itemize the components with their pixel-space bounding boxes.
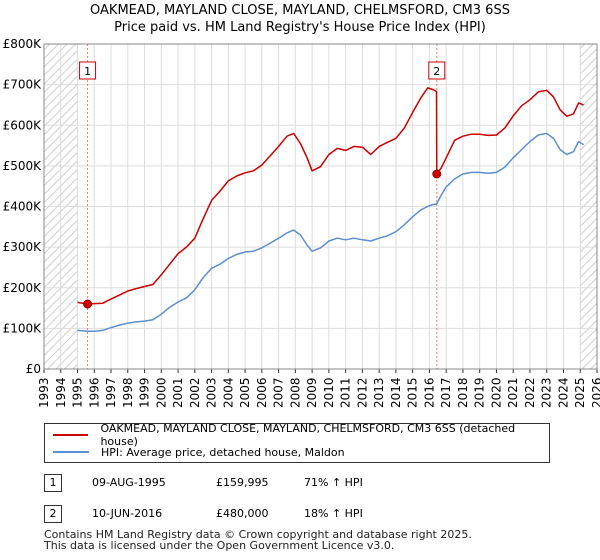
x-tick-label: 2004 xyxy=(221,377,235,408)
x-tick-label: 2024 xyxy=(556,377,570,408)
y-tick-label: £0 xyxy=(26,362,41,376)
price-chart: 1 2 £0 £100K £200K £300K £400K £500K £600K £700K… xyxy=(3,37,600,408)
hpi-line xyxy=(77,132,585,332)
x-tick-label: 1997 xyxy=(104,377,118,408)
sale-label-box xyxy=(79,61,97,80)
chart-title-line2: Price paid vs. HM Land Registry's House … xyxy=(114,20,486,35)
chart-title: OAKMEAD, MAYLAND CLOSE, MAYLAND, CHELMSF… xyxy=(0,2,600,36)
x-tick-label: 2010 xyxy=(322,377,336,408)
x-tick-label: 2009 xyxy=(305,377,319,408)
sale-label-box xyxy=(428,61,446,80)
sale-hpi-diff: 18% ↑ HPI xyxy=(304,507,363,520)
x-tick-label: 2022 xyxy=(523,377,537,408)
y-tick-label: £500K xyxy=(3,159,43,173)
legend-item-hpi: HPI: Average price, detached house, Mald… xyxy=(53,444,345,460)
footer-line1: Contains HM Land Registry data © Crown c… xyxy=(44,528,472,541)
x-tick-label: 2021 xyxy=(506,377,520,408)
y-tick-label: £100K xyxy=(3,321,43,335)
chart-legend: OAKMEAD, MAYLAND CLOSE, MAYLAND, CHELMSF… xyxy=(44,422,550,463)
x-tick-label: 2023 xyxy=(540,377,554,408)
sale-date: 09-AUG-1995 xyxy=(92,476,166,489)
x-tick-label: 1999 xyxy=(138,377,152,408)
sale-price: £159,995 xyxy=(216,476,269,489)
chart-title-line1: OAKMEAD, MAYLAND CLOSE, MAYLAND, CHELMSF… xyxy=(90,3,510,18)
legend-swatch-hpi xyxy=(53,451,89,453)
sale-date: 10-JUN-2016 xyxy=(92,507,163,520)
legend-label-property: OAKMEAD, MAYLAND CLOSE, MAYLAND, CHELMSF… xyxy=(100,422,516,448)
x-tick-label: 2012 xyxy=(355,377,369,408)
x-tick-label: 2014 xyxy=(389,377,403,408)
sale-price: £480,000 xyxy=(216,507,269,520)
x-tick-label: 2002 xyxy=(188,377,202,408)
x-tick-label: 1994 xyxy=(54,377,68,408)
x-tick-label: 2000 xyxy=(154,377,168,408)
legend-item-property: OAKMEAD, MAYLAND CLOSE, MAYLAND, CHELMSF… xyxy=(53,422,549,448)
x-tick-label: 1998 xyxy=(121,377,135,408)
y-tick-label: £300K xyxy=(3,240,43,254)
x-tick-label: 2008 xyxy=(288,377,302,408)
y-tick-label: £600K xyxy=(3,118,43,132)
plot-frame xyxy=(43,43,598,370)
y-tick-label: £200K xyxy=(3,281,43,295)
x-tick-label: 2015 xyxy=(406,377,420,408)
x-tick-label: 2025 xyxy=(573,377,587,408)
x-tick-label: 2005 xyxy=(238,377,252,408)
x-tick-label: 2013 xyxy=(372,377,386,408)
y-tick-label: £700K xyxy=(3,78,43,92)
legend-swatch-property xyxy=(53,434,89,436)
sale-number-badge: 1 xyxy=(44,474,62,492)
property-price-line xyxy=(77,87,584,305)
x-tick-label: 2007 xyxy=(272,377,286,408)
sale-hpi-diff: 71% ↑ HPI xyxy=(304,476,363,489)
x-tick-label: 2001 xyxy=(171,377,185,408)
sale-point xyxy=(432,169,442,179)
sale-label-number: 2 xyxy=(433,65,440,78)
x-tick-label: 2011 xyxy=(339,377,353,408)
x-tick-label: 2019 xyxy=(473,377,487,408)
x-tick-label: 2017 xyxy=(439,377,453,408)
sale-number-badge: 2 xyxy=(44,505,62,523)
footer-line2: This data is licensed under the Open Gov… xyxy=(44,539,395,552)
x-tick-label: 2020 xyxy=(489,377,503,408)
footer-attribution: Contains HM Land Registry data © Crown c… xyxy=(44,529,584,551)
sale-point xyxy=(83,299,93,309)
x-tick-label: 2026 xyxy=(590,377,600,408)
legend-label-hpi: HPI: Average price, detached house, Mald… xyxy=(101,445,345,459)
x-tick-label: 1995 xyxy=(71,377,85,408)
x-tick-label: 2006 xyxy=(255,377,269,408)
x-tick-label: 2018 xyxy=(456,377,470,408)
x-tick-label: 1996 xyxy=(87,377,101,408)
y-tick-label: £400K xyxy=(3,200,43,214)
y-tick-label: £800K xyxy=(3,37,43,51)
x-tick-label: 1993 xyxy=(37,377,51,408)
x-tick-label: 2016 xyxy=(422,377,436,408)
sale-label-number: 1 xyxy=(84,65,91,78)
x-tick-label: 2003 xyxy=(205,377,219,408)
